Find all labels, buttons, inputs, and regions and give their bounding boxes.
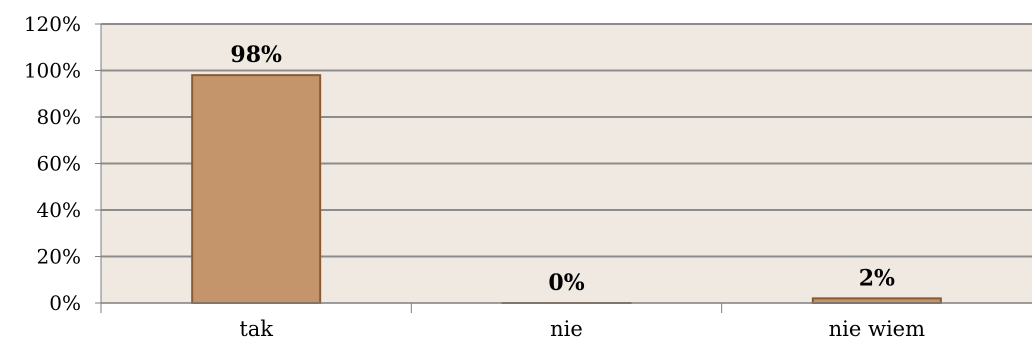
x-axis-tick-labels: tak nie nie wiem: [239, 317, 925, 341]
y-tick-label: 100%: [24, 59, 81, 83]
y-tick-label: 80%: [37, 105, 81, 129]
x-tick-label: nie wiem: [829, 317, 925, 341]
data-label: 98%: [230, 42, 282, 68]
y-axis-tick-labels: 0% 20% 40% 60% 80% 100% 120%: [24, 12, 81, 315]
y-tick-label: 0%: [49, 291, 81, 315]
y-tick-label: 60%: [37, 152, 81, 176]
bar-tak: [191, 74, 322, 305]
x-tick-label: tak: [239, 317, 273, 341]
data-label: 2%: [859, 265, 895, 291]
y-tick-label: 120%: [24, 12, 81, 36]
axes: [95, 23, 1032, 313]
x-tick-label: nie: [550, 317, 583, 341]
y-tick-label: 40%: [37, 198, 81, 222]
y-tick-label: 20%: [37, 245, 81, 269]
data-labels: 98% 0% 2%: [230, 42, 895, 296]
data-label: 0%: [548, 270, 584, 296]
